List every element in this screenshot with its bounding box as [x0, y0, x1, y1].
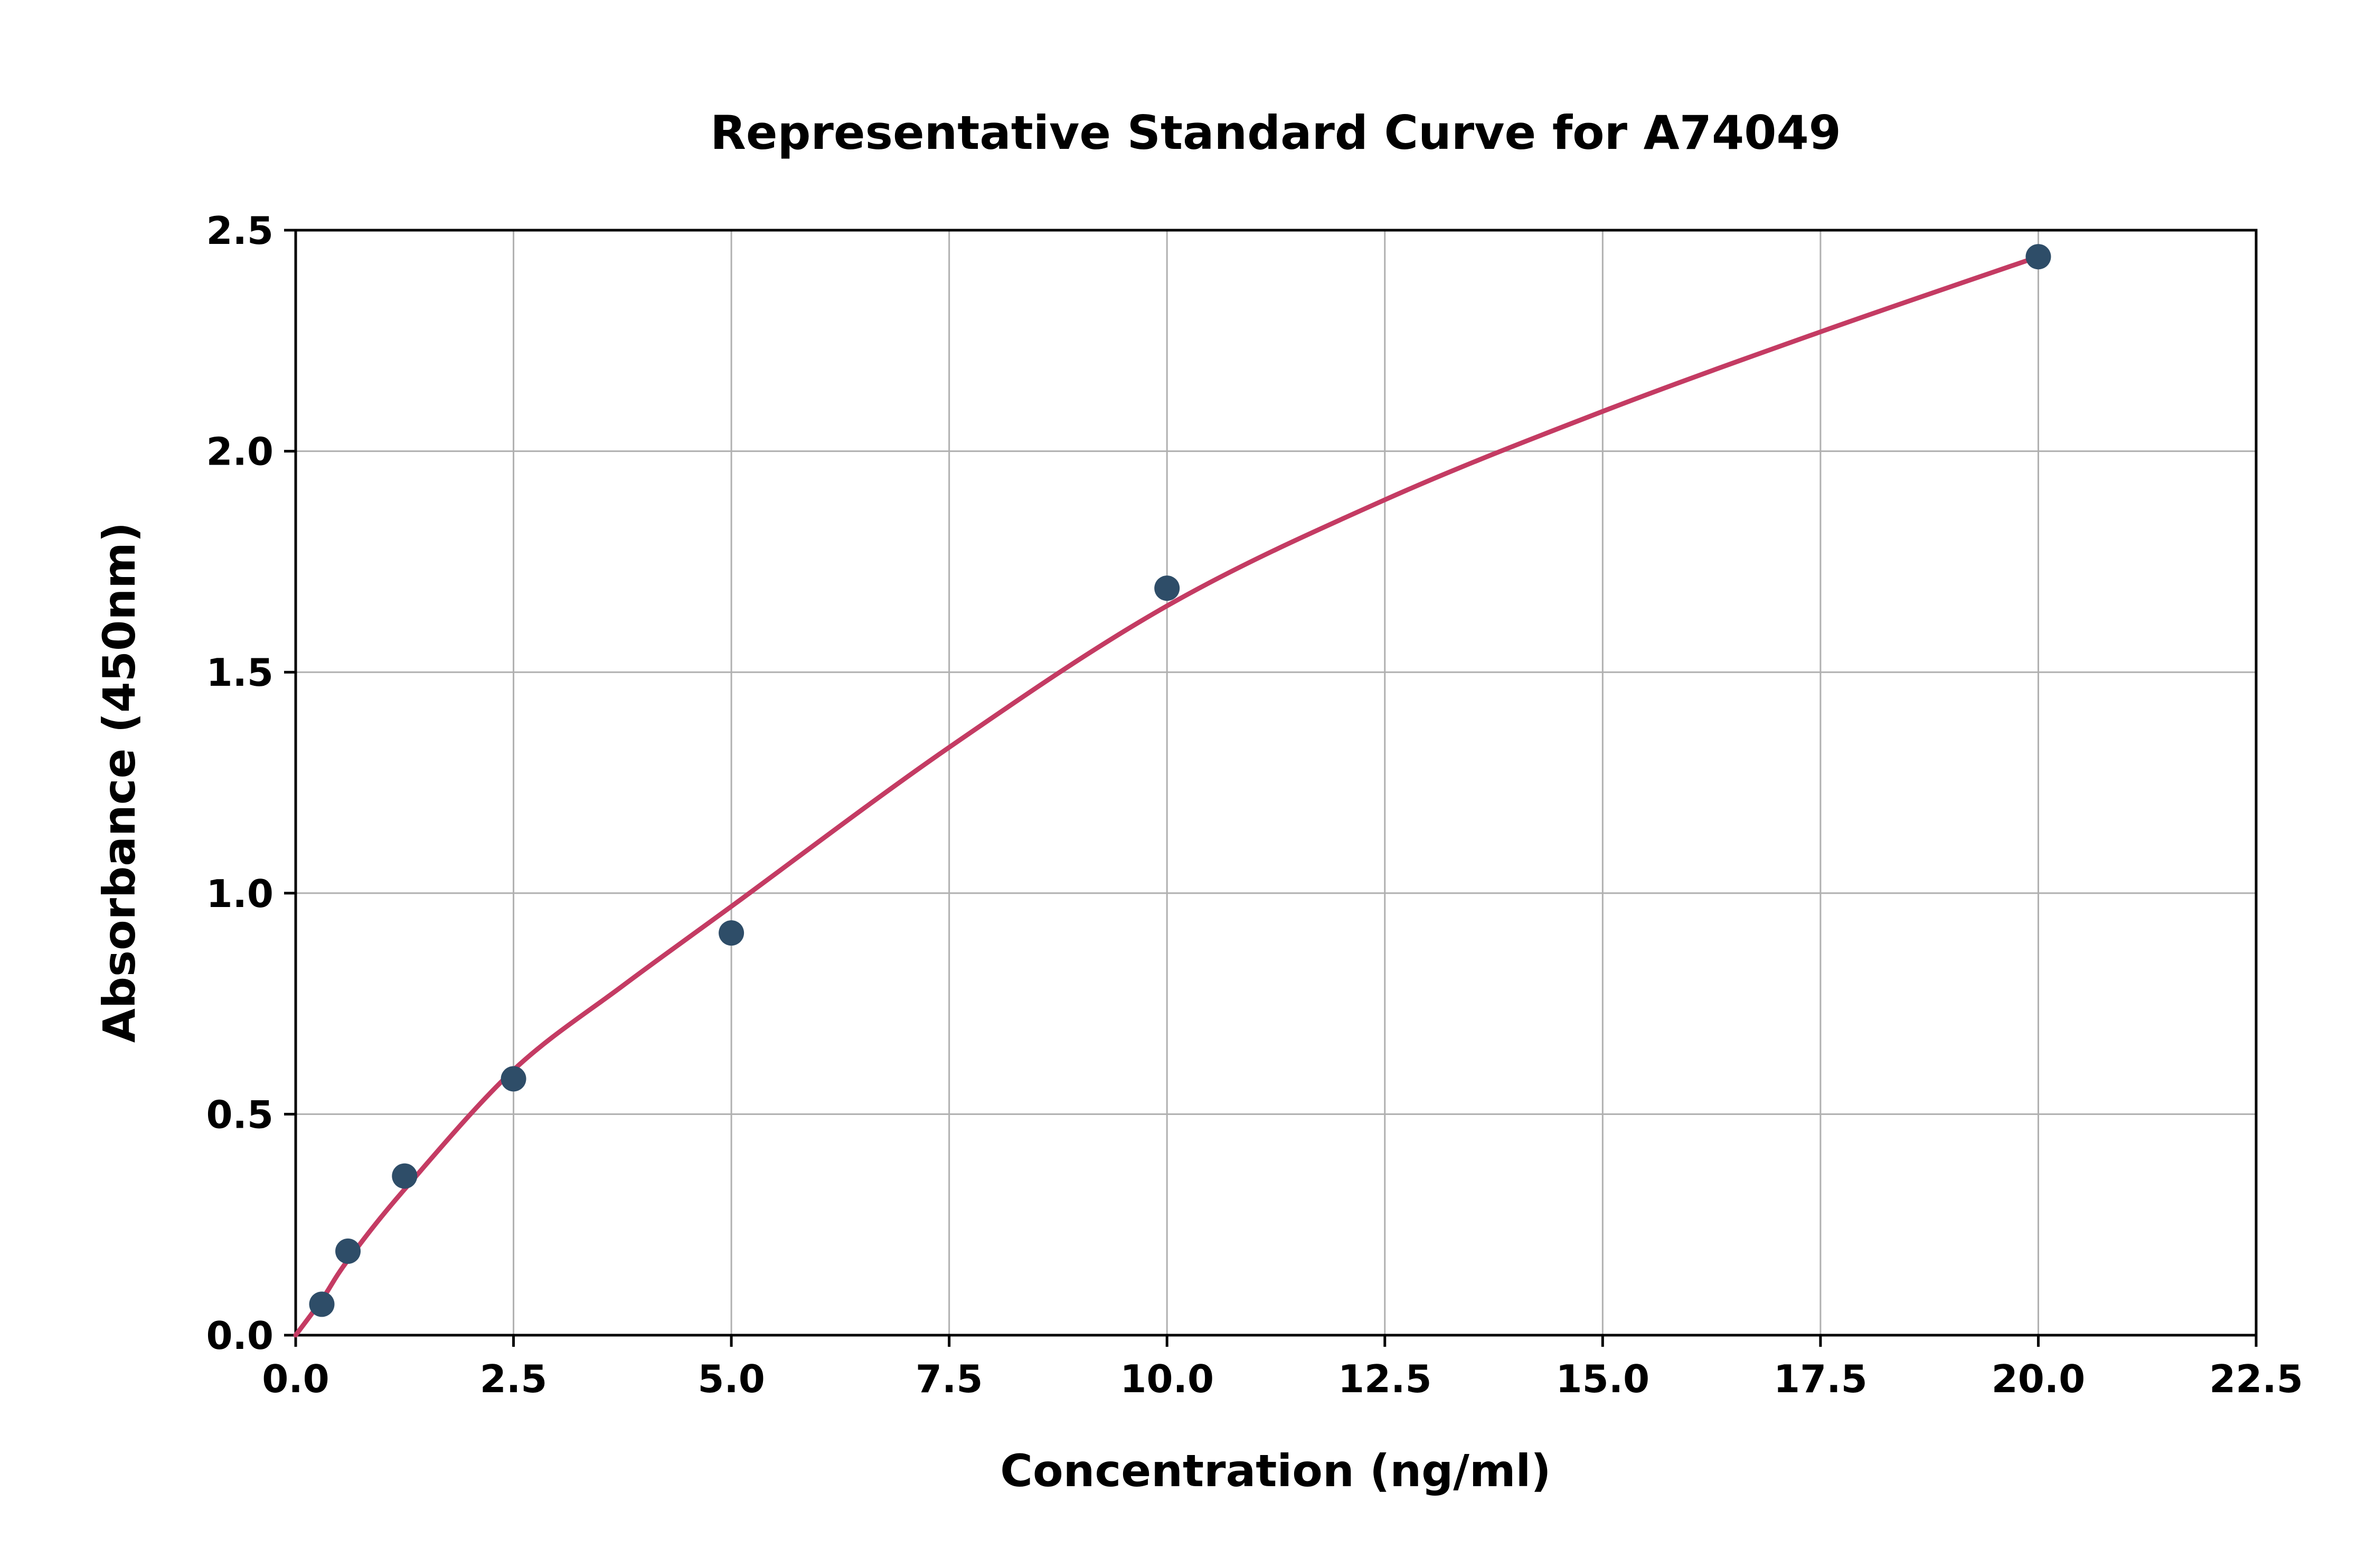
x-tick-label: 17.5 [1774, 1357, 1868, 1401]
y-tick-label: 1.0 [206, 872, 274, 916]
chart-title: Representative Standard Curve for A74049 [710, 106, 1841, 160]
data-point [309, 1291, 335, 1317]
data-point [335, 1238, 361, 1264]
x-tick-label: 0.0 [262, 1357, 329, 1401]
y-tick-label: 2.0 [206, 430, 274, 474]
data-points [309, 244, 2051, 1317]
axis-ticks: 0.0 2.5 5.0 7.5 10.0 12.5 15.0 17.5 20.0 22.5 0.0 0… [206, 209, 2303, 1401]
y-tick-label: 0.5 [206, 1092, 274, 1137]
x-tick-label: 15.0 [1556, 1357, 1650, 1401]
x-tick-label: 10.0 [1120, 1357, 1214, 1401]
y-axis-label: Absorbance (450nm) [93, 522, 145, 1043]
data-point [392, 1163, 418, 1189]
grid [295, 229, 2257, 1336]
data-point [719, 920, 744, 946]
y-tick-label: 0.0 [206, 1314, 274, 1358]
x-tick-label: 12.5 [1338, 1357, 1432, 1401]
data-point [2025, 244, 2051, 270]
y-tick-label: 1.5 [206, 650, 274, 695]
plot-border [294, 229, 2258, 1337]
x-tick-label: 22.5 [2209, 1357, 2303, 1401]
standard-curve-line [293, 254, 2041, 1338]
x-tick-label: 2.5 [480, 1357, 548, 1401]
fit-curve [293, 254, 2041, 1338]
x-tick-label: 7.5 [916, 1357, 983, 1401]
x-tick-label: 20.0 [1992, 1357, 2086, 1401]
x-axis-label: Concentration (ng/ml) [1000, 1445, 1551, 1497]
y-tick-label: 2.5 [206, 209, 274, 253]
data-point [1154, 575, 1180, 601]
x-tick-label: 5.0 [697, 1357, 765, 1401]
data-point [501, 1066, 526, 1092]
